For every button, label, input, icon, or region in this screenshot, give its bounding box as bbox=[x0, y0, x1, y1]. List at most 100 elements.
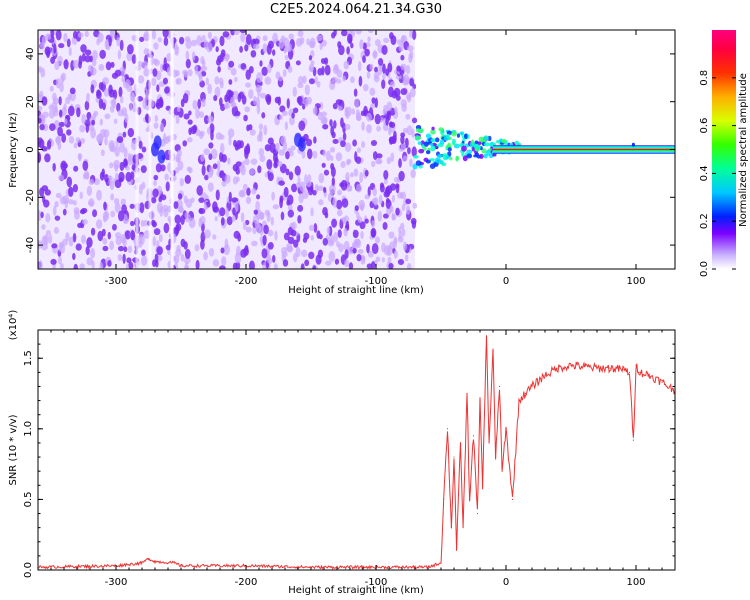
noise-blob bbox=[175, 249, 182, 257]
noise-blob bbox=[383, 169, 389, 180]
colorbar-axis: 0.0 0.2 0.4 0.6 0.8 bbox=[699, 70, 736, 277]
noise-blob bbox=[118, 171, 125, 183]
noise-blob bbox=[44, 46, 51, 56]
transition-blob bbox=[481, 148, 487, 154]
noise-blob bbox=[295, 37, 303, 47]
noise-blob bbox=[84, 100, 90, 111]
snr-point bbox=[446, 428, 449, 430]
transition-blob bbox=[466, 149, 473, 154]
noise-blob bbox=[304, 174, 308, 185]
noise-blob bbox=[279, 197, 283, 209]
noise-blob bbox=[228, 79, 233, 85]
noise-blob bbox=[261, 112, 266, 119]
noise-blob bbox=[336, 209, 343, 217]
snr-y-axis: 0.0 0.5 1.0 1.5 bbox=[23, 343, 675, 578]
snr-point bbox=[524, 392, 527, 395]
noise-blob bbox=[270, 216, 274, 226]
noise-blob bbox=[99, 262, 104, 269]
x-tick-label: -200 bbox=[235, 276, 258, 287]
noise-blob bbox=[364, 169, 369, 177]
noise-blob bbox=[409, 78, 415, 87]
noise-blob bbox=[206, 127, 211, 135]
noise-blob bbox=[250, 240, 258, 247]
noise-blob bbox=[240, 212, 245, 223]
transition-blob bbox=[425, 133, 432, 139]
snr-point bbox=[632, 439, 635, 441]
noise-blob bbox=[75, 243, 82, 251]
noise-blob bbox=[163, 222, 170, 234]
noise-blob bbox=[395, 184, 400, 194]
noise-blob bbox=[219, 35, 225, 47]
noise-blob bbox=[329, 119, 333, 127]
noise-blob bbox=[164, 86, 170, 94]
transition-blob bbox=[431, 126, 435, 131]
noise-blob bbox=[109, 240, 114, 251]
noise-blob bbox=[204, 204, 208, 210]
noise-blob bbox=[409, 87, 416, 98]
noise-blob bbox=[400, 135, 405, 145]
noise-blob bbox=[245, 69, 251, 80]
spectrogram-y-axis: -40 -20 0 20 40 bbox=[25, 48, 675, 253]
noise-blob bbox=[398, 230, 403, 240]
noise-blob bbox=[108, 88, 115, 98]
noise-blob bbox=[352, 229, 359, 239]
noise-blob bbox=[342, 122, 346, 134]
noise-blob bbox=[257, 165, 262, 174]
noise-blob bbox=[322, 123, 329, 130]
snr-series-line bbox=[38, 335, 675, 570]
noise-blob bbox=[44, 153, 51, 163]
noise-blob bbox=[214, 86, 221, 98]
noise-blob bbox=[319, 101, 324, 110]
noise-blob bbox=[112, 223, 117, 231]
colorbar-tick-label: 0.2 bbox=[699, 213, 710, 229]
noise-blob bbox=[316, 230, 321, 239]
noise-blob bbox=[128, 261, 134, 269]
y-tick-label: -40 bbox=[25, 237, 36, 253]
noise-blob bbox=[288, 171, 294, 181]
snr-point bbox=[456, 548, 458, 550]
noise-blob bbox=[273, 262, 278, 269]
noise-blob bbox=[252, 214, 260, 224]
noise-blob bbox=[60, 160, 67, 172]
transition-blob bbox=[477, 141, 482, 146]
noise-blob bbox=[379, 184, 385, 193]
noise-blob bbox=[129, 203, 135, 209]
noise-blob bbox=[216, 160, 221, 172]
noise-blob bbox=[385, 115, 389, 126]
noise-blob bbox=[299, 181, 306, 193]
noise-blob bbox=[151, 77, 157, 86]
noise-blob bbox=[323, 169, 330, 176]
noise-blob bbox=[371, 97, 376, 104]
noise-blob bbox=[287, 65, 293, 73]
noise-blob bbox=[98, 98, 104, 110]
noise-blob bbox=[391, 212, 396, 221]
noise-blob bbox=[308, 224, 315, 232]
noise-blob bbox=[98, 63, 105, 72]
transition-blob bbox=[478, 136, 484, 142]
noise-blob bbox=[39, 139, 45, 149]
noise-blob bbox=[261, 66, 268, 76]
transition-blob bbox=[442, 153, 449, 157]
noise-blob bbox=[50, 258, 57, 265]
noise-blob bbox=[63, 32, 68, 43]
noise-blob bbox=[226, 216, 233, 226]
noise-blob bbox=[389, 121, 396, 128]
snr-point bbox=[453, 456, 455, 458]
noise-blob bbox=[88, 179, 95, 186]
noise-blob bbox=[198, 72, 203, 83]
noise-blob bbox=[357, 61, 362, 72]
noise-blob bbox=[110, 193, 115, 201]
noise-blob bbox=[406, 45, 414, 52]
noise-blob bbox=[340, 30, 348, 37]
noise-blob bbox=[82, 218, 88, 225]
snr-y-label: SNR (10 * v/v) bbox=[8, 414, 19, 485]
noise-blob bbox=[349, 172, 354, 178]
noise-blob bbox=[59, 82, 64, 93]
snr-point bbox=[628, 371, 631, 373]
noise-blob bbox=[312, 150, 318, 159]
noise-blob bbox=[125, 165, 130, 171]
noise-blob bbox=[114, 163, 119, 172]
noise-blob bbox=[127, 44, 134, 55]
